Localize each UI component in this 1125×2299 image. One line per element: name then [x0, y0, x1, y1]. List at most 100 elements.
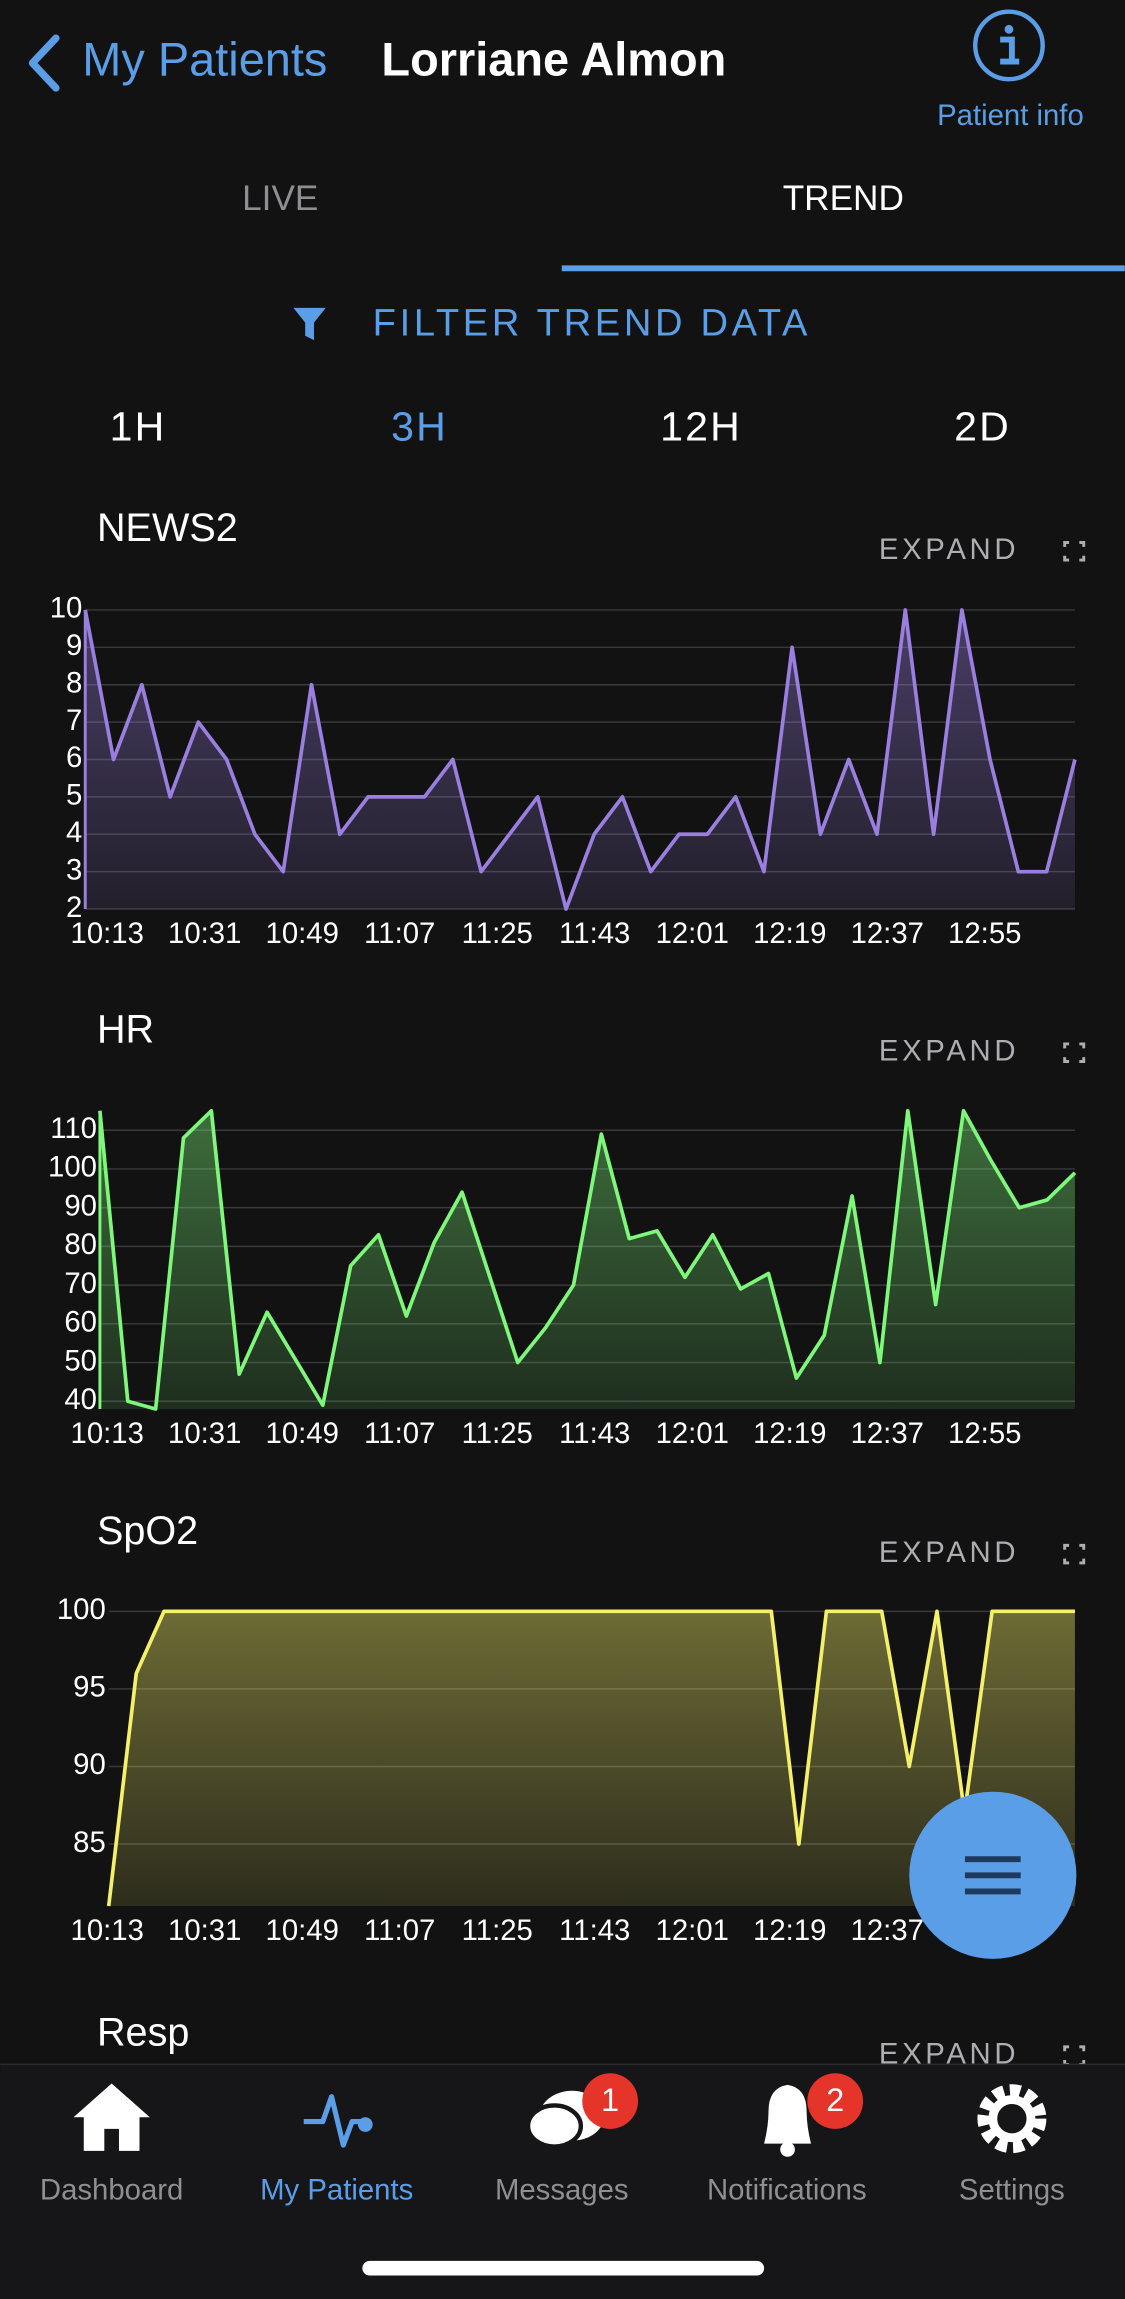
- y-tick-label: 100: [48, 1151, 97, 1184]
- x-tick-label: 12:01: [656, 1417, 729, 1450]
- x-tick-label: 11:25: [462, 1417, 533, 1450]
- x-tick-label: 12:01: [656, 917, 729, 950]
- y-tick-label: 95: [73, 1671, 106, 1704]
- x-tick-label: 12:19: [753, 917, 826, 950]
- y-tick-label: 60: [64, 1306, 97, 1339]
- expand-icon[interactable]: [1063, 1543, 1086, 1565]
- y-tick-label: 110: [50, 1112, 97, 1145]
- y-tick-label: 7: [66, 704, 82, 737]
- x-tick-label: 12:37: [851, 917, 924, 950]
- y-tick-label: 40: [64, 1383, 97, 1416]
- y-tick-label: 5: [66, 779, 82, 812]
- range-option[interactable]: 2D: [954, 403, 1011, 449]
- patient-info[interactable]: Patient info: [937, 99, 1084, 132]
- badge-count: 2: [826, 2082, 844, 2118]
- x-tick-label: 11:43: [559, 1417, 630, 1450]
- badge-count: 1: [601, 2082, 619, 2118]
- y-tick-label: 80: [64, 1228, 97, 1261]
- x-tick-label: 10:31: [168, 1914, 241, 1947]
- settings-icon[interactable]: [977, 2084, 1047, 2154]
- tab-bar-label[interactable]: Settings: [959, 2174, 1065, 2207]
- info-stem: [1000, 36, 1020, 65]
- y-tick-label: 90: [73, 1748, 106, 1781]
- line: [83, 608, 1077, 911]
- x-tick-label: 12:55: [948, 1417, 1021, 1450]
- y-tick-label: 85: [73, 1826, 106, 1859]
- expand-icon[interactable]: [1063, 1042, 1086, 1063]
- x-tick-label: 11:07: [364, 1914, 435, 1947]
- filter-button[interactable]: FILTER TREND DATA: [373, 302, 812, 345]
- home-indicator: [362, 2260, 765, 2276]
- expand-button[interactable]: EXPAND: [879, 533, 1019, 566]
- x-tick-label: 12:37: [851, 1417, 924, 1450]
- x-tick-label: 12:01: [656, 1914, 729, 1947]
- expand-button[interactable]: EXPAND: [879, 1536, 1019, 1569]
- x-tick-label: 10:31: [168, 917, 241, 950]
- x-tick-label: 10:13: [71, 1914, 144, 1947]
- y-tick-label: 2: [66, 891, 82, 924]
- filter-icon[interactable]: [293, 307, 326, 341]
- expand-button[interactable]: EXPAND: [879, 1034, 1019, 1067]
- x-tick-label: 12:37: [851, 1914, 924, 1947]
- range-option[interactable]: 1H: [110, 403, 167, 449]
- notifications-icon[interactable]: [764, 2084, 812, 2144]
- chart-title: SpO2: [97, 1509, 198, 1553]
- x-tick-label: 10:13: [71, 917, 144, 950]
- x-tick-label: 11:07: [364, 1417, 435, 1450]
- info-dot: [1004, 24, 1014, 34]
- tab-trend[interactable]: TREND: [783, 179, 904, 218]
- y-tick-label: 4: [66, 816, 82, 849]
- range-option[interactable]: 12H: [660, 403, 742, 449]
- y-tick-label: 50: [64, 1344, 97, 1377]
- area: [99, 1110, 1075, 1410]
- y-tick-label: 100: [57, 1593, 106, 1626]
- area: [108, 1611, 1075, 1907]
- chart-title: HR: [97, 1008, 154, 1052]
- x-tick-label: 11:25: [462, 1914, 533, 1947]
- expand-icon[interactable]: [1063, 2045, 1086, 2066]
- x-tick-label: 12:19: [753, 1417, 826, 1450]
- y-tick-label: 10: [50, 592, 83, 625]
- back-link[interactable]: My Patients: [82, 33, 327, 85]
- x-tick-label: 10:49: [266, 1417, 339, 1450]
- patients-icon[interactable]: [303, 2094, 361, 2148]
- tab-live[interactable]: LIVE: [242, 179, 318, 218]
- chart-title: NEWS2: [97, 506, 238, 550]
- settings-icon-ring: [988, 2095, 1036, 2143]
- y-tick-label: 6: [66, 741, 82, 774]
- y-tick-label: 70: [64, 1267, 97, 1300]
- patient-name: Lorriane Almon: [381, 33, 726, 85]
- x-tick-label: 11:43: [559, 1914, 630, 1947]
- x-tick-label: 12:55: [948, 917, 1021, 950]
- back-chevron[interactable]: [28, 34, 60, 92]
- y-tick-label: 9: [66, 629, 82, 662]
- bell-clapper: [780, 2142, 795, 2157]
- tab-bar-label[interactable]: Notifications: [707, 2174, 867, 2207]
- badge: [807, 2073, 864, 2129]
- expand-icon[interactable]: [1063, 541, 1086, 562]
- chart-title: Resp: [97, 2011, 189, 2055]
- line: [98, 1108, 1077, 1411]
- range-option[interactable]: 3H: [391, 403, 448, 449]
- area: [85, 609, 1075, 910]
- x-tick-label: 10:49: [266, 917, 339, 950]
- badge: [582, 2073, 639, 2129]
- y-tick-label: 8: [66, 666, 82, 699]
- tab-bar-label[interactable]: Messages: [495, 2174, 629, 2207]
- y-tick-label: 90: [64, 1189, 97, 1222]
- x-tick-label: 10:31: [168, 1417, 241, 1450]
- x-tick-label: 10:49: [266, 1914, 339, 1947]
- x-tick-label: 11:07: [364, 917, 435, 950]
- tab-bar-label[interactable]: Dashboard: [40, 2174, 183, 2207]
- line: [106, 1609, 1075, 1907]
- messages-icon-back: [525, 2103, 584, 2149]
- x-tick-label: 12:19: [753, 1914, 826, 1947]
- y-tick-label: 3: [66, 853, 82, 886]
- x-tick-label: 10:13: [71, 1417, 144, 1450]
- patients-icon-dot: [357, 2117, 373, 2132]
- x-tick-label: 11:43: [559, 917, 630, 950]
- info-icon[interactable]: [973, 9, 1045, 82]
- tab-bar-label[interactable]: My Patients: [260, 2174, 413, 2207]
